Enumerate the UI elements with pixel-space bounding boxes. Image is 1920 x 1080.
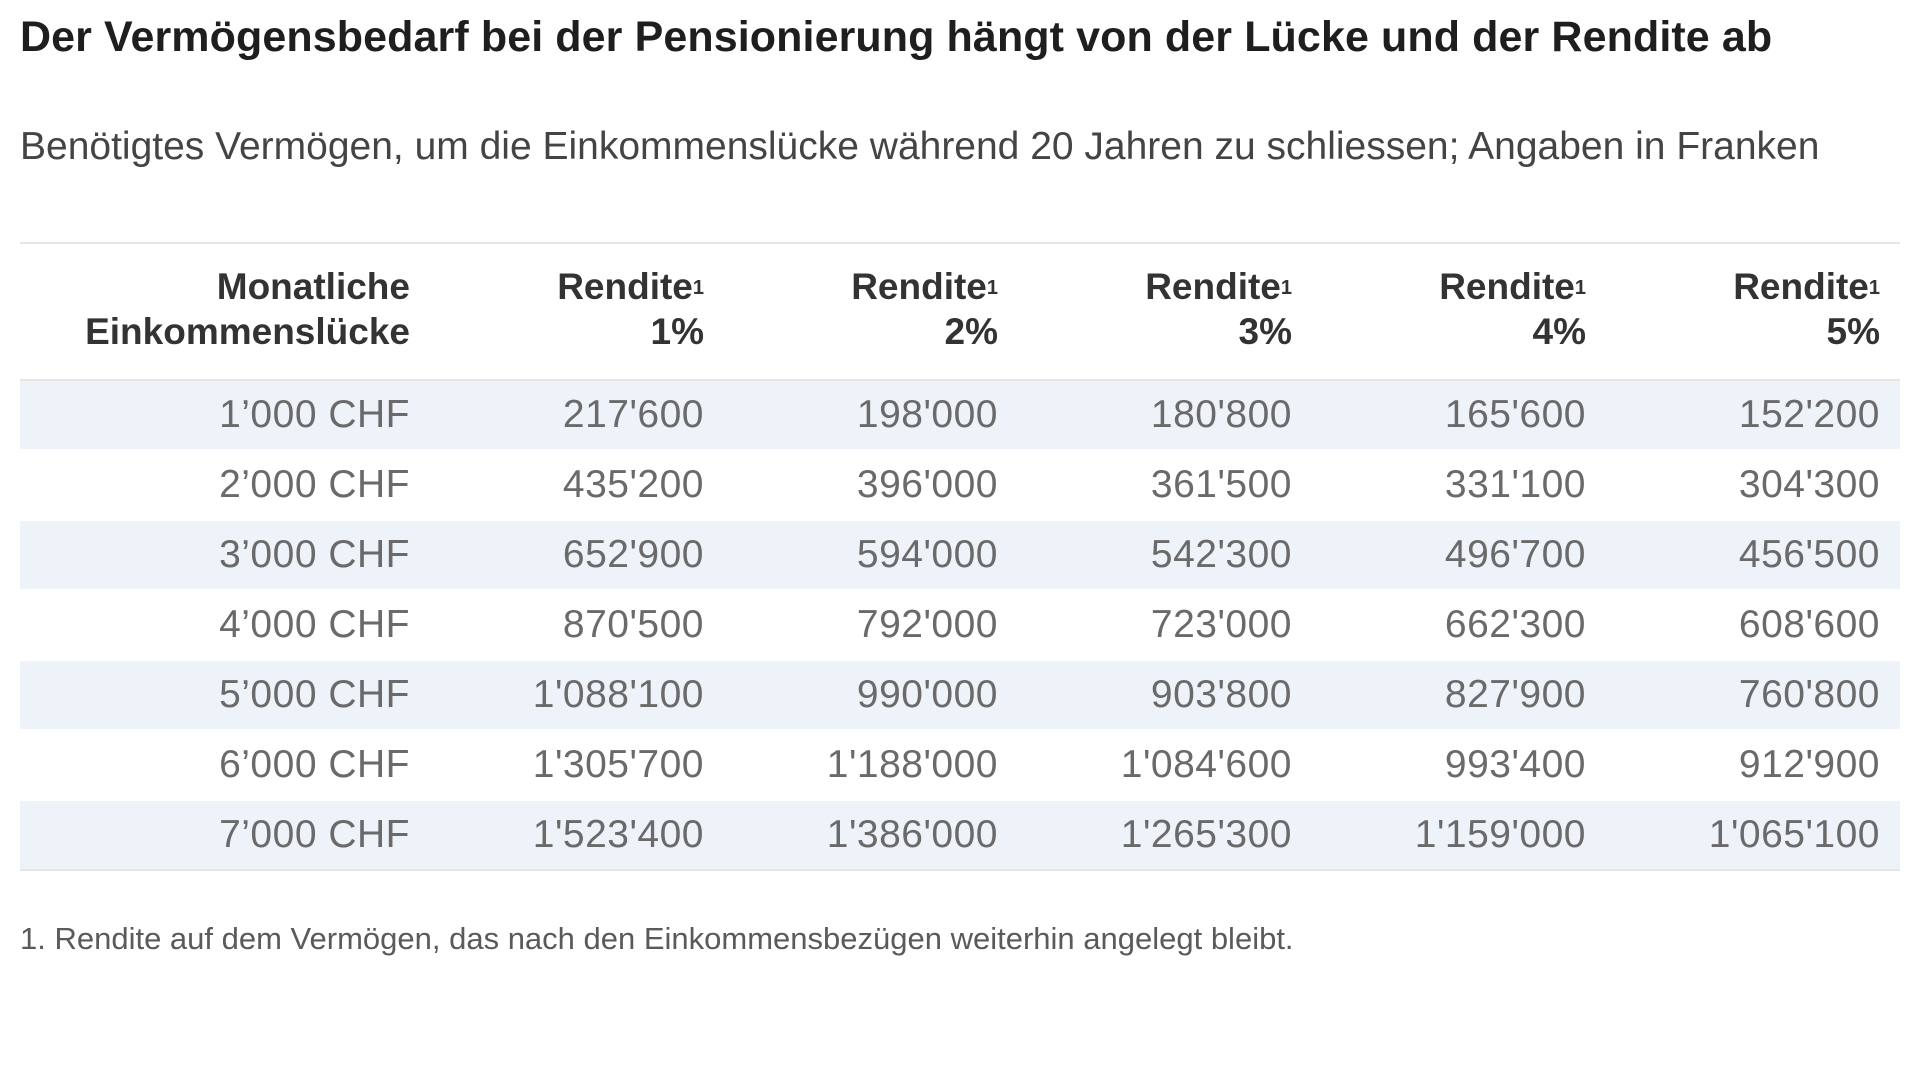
value-cell: 165'600 xyxy=(1312,380,1606,451)
value-cell: 396'000 xyxy=(724,450,1018,521)
row-label-cell: 2’000 CHF xyxy=(20,450,430,521)
column-header-rate: 4% xyxy=(1532,311,1586,352)
value-cell: 1'386'000 xyxy=(724,800,1018,871)
value-cell: 1'188'000 xyxy=(724,730,1018,801)
footnote-marker: 1 xyxy=(1280,277,1292,299)
value-cell: 180'800 xyxy=(1018,380,1312,451)
value-cell: 1'159'000 xyxy=(1312,800,1606,871)
value-cell: 723'000 xyxy=(1018,590,1312,661)
value-cell: 198'000 xyxy=(724,380,1018,451)
column-header-rate: 2% xyxy=(944,311,998,352)
column-header-rate: 5% xyxy=(1826,311,1880,352)
column-header-rendite: Rendite1 5% xyxy=(1606,244,1900,381)
value-cell: 361'500 xyxy=(1018,450,1312,521)
value-cell: 827'900 xyxy=(1312,660,1606,731)
table-row: 1’000 CHF 217'600 198'000 180'800 165'600 152… xyxy=(20,380,1900,451)
value-cell: 903'800 xyxy=(1018,660,1312,731)
column-header-label: Rendite xyxy=(557,266,693,307)
value-cell: 1'065'100 xyxy=(1606,800,1900,871)
column-header-rendite: Rendite1 3% xyxy=(1018,244,1312,381)
value-cell: 1'265'300 xyxy=(1018,800,1312,871)
footnote-marker: 1 xyxy=(1868,277,1880,299)
value-cell: 456'500 xyxy=(1606,520,1900,591)
table-container: Monatliche Einkommenslücke Rendite1 1% Rendi… xyxy=(20,242,1900,871)
value-cell: 760'800 xyxy=(1606,660,1900,731)
value-cell: 331'100 xyxy=(1312,450,1606,521)
table-header-row: Monatliche Einkommenslücke Rendite1 1% Rendi… xyxy=(20,244,1900,381)
column-header-rendite: Rendite1 4% xyxy=(1312,244,1606,381)
table-row: 4’000 CHF 870'500 792'000 723'000 662'300 608… xyxy=(20,590,1900,661)
data-table: Monatliche Einkommenslücke Rendite1 1% Rendi… xyxy=(20,244,1900,871)
page-title: Der Vermögensbedarf bei der Pensionierun… xyxy=(20,13,1773,61)
value-cell: 1'305'700 xyxy=(430,730,724,801)
footnote-marker: 1 xyxy=(1574,277,1586,299)
row-label-cell: 7’000 CHF xyxy=(20,800,430,871)
value-cell: 662'300 xyxy=(1312,590,1606,661)
value-cell: 870'500 xyxy=(430,590,724,661)
column-header-label: Rendite xyxy=(851,266,987,307)
value-cell: 542'300 xyxy=(1018,520,1312,591)
value-cell: 1'084'600 xyxy=(1018,730,1312,801)
value-cell: 792'000 xyxy=(724,590,1018,661)
table-row: 6’000 CHF 1'305'700 1'188'000 1'084'600 993'… xyxy=(20,730,1900,801)
page-subtitle: Benötigtes Vermögen, um die Einkommenslü… xyxy=(20,125,1820,168)
value-cell: 435'200 xyxy=(430,450,724,521)
page: Der Vermögensbedarf bei der Pensionierun… xyxy=(20,0,1900,957)
value-cell: 608'600 xyxy=(1606,590,1900,661)
row-label-cell: 6’000 CHF xyxy=(20,730,430,801)
table-row: 2’000 CHF 435'200 396'000 361'500 331'100 304… xyxy=(20,450,1900,521)
value-cell: 993'400 xyxy=(1312,730,1606,801)
row-label-cell: 4’000 CHF xyxy=(20,590,430,661)
column-header-gap: Monatliche Einkommenslücke xyxy=(20,244,430,381)
column-header-rate: 3% xyxy=(1238,311,1292,352)
column-header-rate: 1% xyxy=(650,311,704,352)
row-label-cell: 3’000 CHF xyxy=(20,520,430,591)
column-header-label: Rendite xyxy=(1145,266,1281,307)
column-header-label: Monatliche Einkommenslücke xyxy=(85,266,410,352)
value-cell: 912'900 xyxy=(1606,730,1900,801)
value-cell: 152'200 xyxy=(1606,380,1900,451)
value-cell: 1'088'100 xyxy=(430,660,724,731)
column-header-rendite: Rendite1 2% xyxy=(724,244,1018,381)
table-body: 1’000 CHF 217'600 198'000 180'800 165'600 152… xyxy=(20,380,1900,871)
table-header: Monatliche Einkommenslücke Rendite1 1% Rendi… xyxy=(20,244,1900,381)
table-row: 7’000 CHF 1'523'400 1'386'000 1'265'300 1'15… xyxy=(20,800,1900,871)
value-cell: 217'600 xyxy=(430,380,724,451)
value-cell: 1'523'400 xyxy=(430,800,724,871)
value-cell: 496'700 xyxy=(1312,520,1606,591)
footnote: 1. Rendite auf dem Vermögen, das nach de… xyxy=(20,921,1294,956)
table-row: 5’000 CHF 1'088'100 990'000 903'800 827'900 7… xyxy=(20,660,1900,731)
footnote-marker: 1 xyxy=(692,277,704,299)
value-cell: 594'000 xyxy=(724,520,1018,591)
column-header-rendite: Rendite1 1% xyxy=(430,244,724,381)
column-header-label: Rendite xyxy=(1733,266,1869,307)
footnote-marker: 1 xyxy=(986,277,998,299)
value-cell: 304'300 xyxy=(1606,450,1900,521)
value-cell: 652'900 xyxy=(430,520,724,591)
row-label-cell: 5’000 CHF xyxy=(20,660,430,731)
table-row: 3’000 CHF 652'900 594'000 542'300 496'700 456… xyxy=(20,520,1900,591)
column-header-label: Rendite xyxy=(1439,266,1575,307)
row-label-cell: 1’000 CHF xyxy=(20,380,430,451)
value-cell: 990'000 xyxy=(724,660,1018,731)
